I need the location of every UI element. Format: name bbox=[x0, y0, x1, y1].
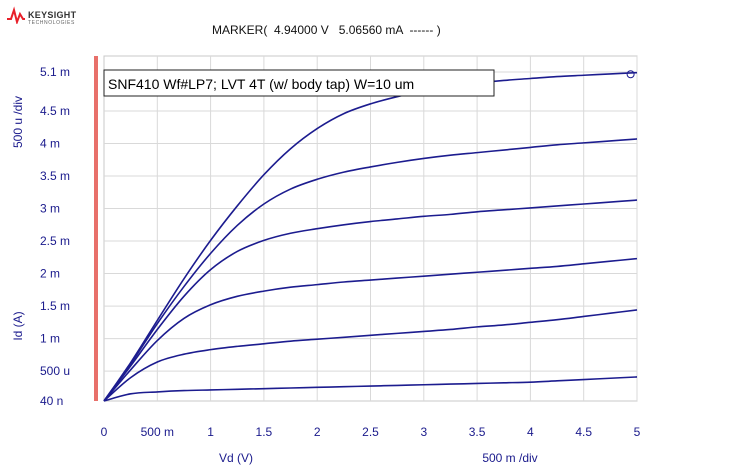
y-tick-label: 1 m bbox=[40, 332, 60, 346]
y-tick-label: 500 u bbox=[40, 364, 70, 378]
x-tick-label: 5 bbox=[634, 425, 641, 439]
x-tick-label: 4 bbox=[527, 425, 534, 439]
x-div-label: 500 m /div bbox=[482, 451, 537, 465]
series-line-4 bbox=[103, 199, 638, 402]
y-tick-label: 40 n bbox=[40, 394, 63, 408]
keysight-wave-icon bbox=[7, 6, 25, 26]
y-tick-label: 1.5 m bbox=[40, 299, 70, 313]
x-axis-label: Vd (V) bbox=[219, 451, 253, 465]
x-tick-label: 3.5 bbox=[469, 425, 486, 439]
series-line-6 bbox=[103, 71, 638, 402]
x-tick-label: 1.5 bbox=[256, 425, 273, 439]
left-accent-bar bbox=[94, 56, 98, 401]
y-tick-label: 4 m bbox=[40, 137, 60, 151]
series-line-5 bbox=[103, 138, 638, 402]
marker-point bbox=[626, 70, 635, 79]
x-tick-label: 0 bbox=[101, 425, 108, 439]
x-tick-label: 3 bbox=[420, 425, 427, 439]
y-tick-label: 3.5 m bbox=[40, 169, 70, 183]
x-tick-label: 1 bbox=[207, 425, 214, 439]
y-tick-label: 4.5 m bbox=[40, 104, 70, 118]
y-tick-label: 5.1 m bbox=[40, 65, 70, 79]
brand-name: KEYSIGHT bbox=[28, 10, 77, 20]
brand-subtitle: TECHNOLOGIES bbox=[28, 20, 75, 26]
marker-readout: MARKER( 4.94000 V 5.06560 mA ------ ) bbox=[212, 23, 441, 37]
series-line-2 bbox=[103, 309, 638, 402]
x-tick-label: 4.5 bbox=[575, 425, 592, 439]
y-tick-label: 2 m bbox=[40, 267, 60, 281]
x-tick-label: 2.5 bbox=[362, 425, 379, 439]
x-tick-label: 2 bbox=[314, 425, 321, 439]
keysight-logo: KEYSIGHT TECHNOLOGIES bbox=[6, 6, 76, 29]
y-tick-label: 2.5 m bbox=[40, 234, 70, 248]
y-axis-label: Id (A) bbox=[11, 311, 25, 340]
y-div-label: 500 u /div bbox=[11, 96, 25, 148]
title-box bbox=[103, 69, 495, 97]
y-tick-label: 3 m bbox=[40, 202, 60, 216]
series-line-1 bbox=[103, 376, 638, 402]
chart-title: SNF410 Wf#LP7; LVT 4T (w/ body tap) W=10… bbox=[108, 76, 414, 92]
x-tick-label: 500 m bbox=[141, 425, 174, 439]
series-line-3 bbox=[103, 257, 638, 402]
